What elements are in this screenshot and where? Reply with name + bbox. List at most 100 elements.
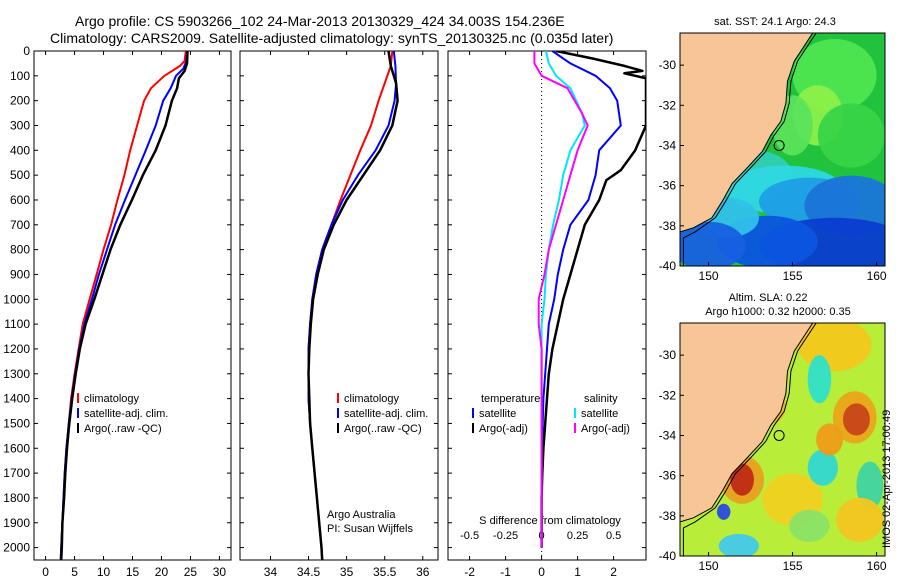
y-tick-label: -38 [659, 219, 677, 233]
annotation: Argo Australia [327, 509, 396, 521]
x-tick-label: 160 [867, 269, 887, 283]
series-line [540, 51, 646, 548]
x-tick-label: 30 [213, 565, 227, 579]
y-tick-label: -36 [659, 469, 677, 483]
y-tick-label: 100 [10, 69, 30, 83]
s-tick-label: 0.5 [606, 530, 621, 542]
sla-patch [716, 503, 731, 520]
y-tick-label: -34 [659, 138, 677, 152]
x-tick-label: 20 [155, 565, 169, 579]
sla-patch [807, 355, 832, 404]
y-tick-label: 500 [10, 168, 30, 182]
x-tick-label: 34.5 [297, 565, 321, 579]
legend-label: Argo(..raw -QC) [344, 423, 422, 435]
y-tick-label: 1900 [3, 516, 30, 530]
salinity-series [307, 51, 399, 560]
y-tick-label: 900 [10, 267, 30, 281]
land-mass [680, 323, 814, 523]
y-tick-label: 1800 [3, 491, 30, 505]
x-tick-label: 2 [610, 565, 617, 579]
shelf-contour [682, 323, 817, 556]
s-tick-label: -0.5 [460, 530, 479, 542]
argo-location-marker [773, 429, 785, 441]
x-tick-label: 155 [783, 559, 803, 573]
y-tick-label: 700 [10, 218, 30, 232]
y-tick-label: 1600 [3, 441, 30, 455]
temperature-panel: 0100200300400500600700800900100011001200… [3, 44, 232, 580]
sla-patch [718, 533, 759, 556]
legend-label: satellite [581, 408, 618, 420]
sla-map-title-2: Argo h1000: 0.32 h2000: 0.35 [705, 306, 851, 318]
sla_map-field [680, 323, 885, 556]
x-tick-label: 10 [97, 565, 111, 579]
sla_map-panel: -30 -32 -34 -36 -38 -40 150 155 160 [659, 322, 887, 573]
x-tick-label: 0 [538, 565, 545, 579]
timestamp-watermark: IMOS 02-Apr-2013 17:00:49 [881, 410, 893, 548]
legend-label: Argo(-adj) [581, 423, 630, 435]
x-tick-label: 155 [783, 269, 803, 283]
y-tick-label: 2000 [3, 541, 30, 555]
x-tick-label: -1 [500, 565, 511, 579]
argo-location-marker [773, 139, 785, 151]
y-tick-label: 1700 [3, 466, 30, 480]
sst-map-title: sat. SST: 24.1 Argo: 24.3 [714, 16, 836, 28]
sla-patch [842, 403, 870, 436]
title-line-1: Argo profile: CS 5903266_102 24-Mar-2013… [75, 13, 565, 29]
temperature-axes-box [33, 50, 232, 561]
legend-label: Argo(..raw -QC) [84, 423, 162, 435]
y-tick-label: -40 [659, 259, 677, 273]
sla-map-title-1: Altim. SLA: 0.22 [729, 292, 808, 304]
y-tick-label: -34 [659, 428, 677, 442]
y-tick-label: 800 [10, 243, 30, 257]
y-tick-label: -30 [659, 348, 677, 362]
x-tick-label: 35.5 [373, 565, 397, 579]
y-tick-label: -40 [659, 549, 677, 563]
x-tick-label: 150 [699, 269, 719, 283]
x-tick-label: 15 [126, 565, 140, 579]
sst_map-axes-box [679, 32, 886, 267]
legend-label: climatology [344, 393, 400, 405]
sst-patch [680, 221, 746, 266]
sla-patch [836, 497, 884, 542]
series-line [59, 51, 189, 560]
difference-series [533, 51, 646, 548]
y-tick-label: -32 [659, 388, 677, 402]
temperature-series [59, 51, 189, 560]
x-tick-label: 160 [867, 559, 887, 573]
legend-title: temperature [481, 393, 540, 405]
legend-label: satellite-adj. clim. [84, 408, 168, 420]
series-line [307, 51, 399, 560]
sla-patch [807, 449, 838, 486]
sla_map-axes-box [679, 322, 886, 557]
s-tick-label: -0.25 [493, 530, 518, 542]
y-tick-label: 400 [10, 143, 30, 157]
legend-title: salinity [584, 393, 618, 405]
x-tick-label: 34 [264, 565, 278, 579]
x-tick-label: 1 [574, 565, 581, 579]
y-tick-label: 1400 [3, 392, 30, 406]
sla-patch [730, 463, 754, 496]
y-tick-label: 1500 [3, 416, 30, 430]
legend-label: Argo(-adj) [479, 423, 528, 435]
x-tick-label: 5 [71, 565, 78, 579]
x-tick-label: 0 [42, 565, 49, 579]
y-tick-label: 600 [10, 193, 30, 207]
legend-label: satellite-adj. clim. [344, 408, 428, 420]
land-mass [680, 33, 814, 233]
y-tick-label: 200 [10, 94, 30, 108]
legend-label: satellite [479, 408, 516, 420]
sst-patch [817, 103, 885, 168]
y-tick-label: -36 [659, 179, 677, 193]
sla-patch [789, 509, 830, 542]
salinity-axes-box [239, 50, 439, 561]
y-tick-label: 300 [10, 118, 30, 132]
s-tick-label: 0.25 [567, 530, 588, 542]
difference-panel: -2-1012T difference from climatologyS di… [447, 50, 647, 580]
y-tick-label: -32 [659, 98, 677, 112]
y-tick-label: 1000 [3, 292, 30, 306]
x-tick-label: 36 [416, 565, 430, 579]
y-tick-label: 1100 [4, 317, 30, 331]
sla-patch [856, 461, 884, 510]
x-tick-label: 150 [699, 559, 719, 573]
annotation: PI: Susan Wijffels [327, 523, 413, 535]
